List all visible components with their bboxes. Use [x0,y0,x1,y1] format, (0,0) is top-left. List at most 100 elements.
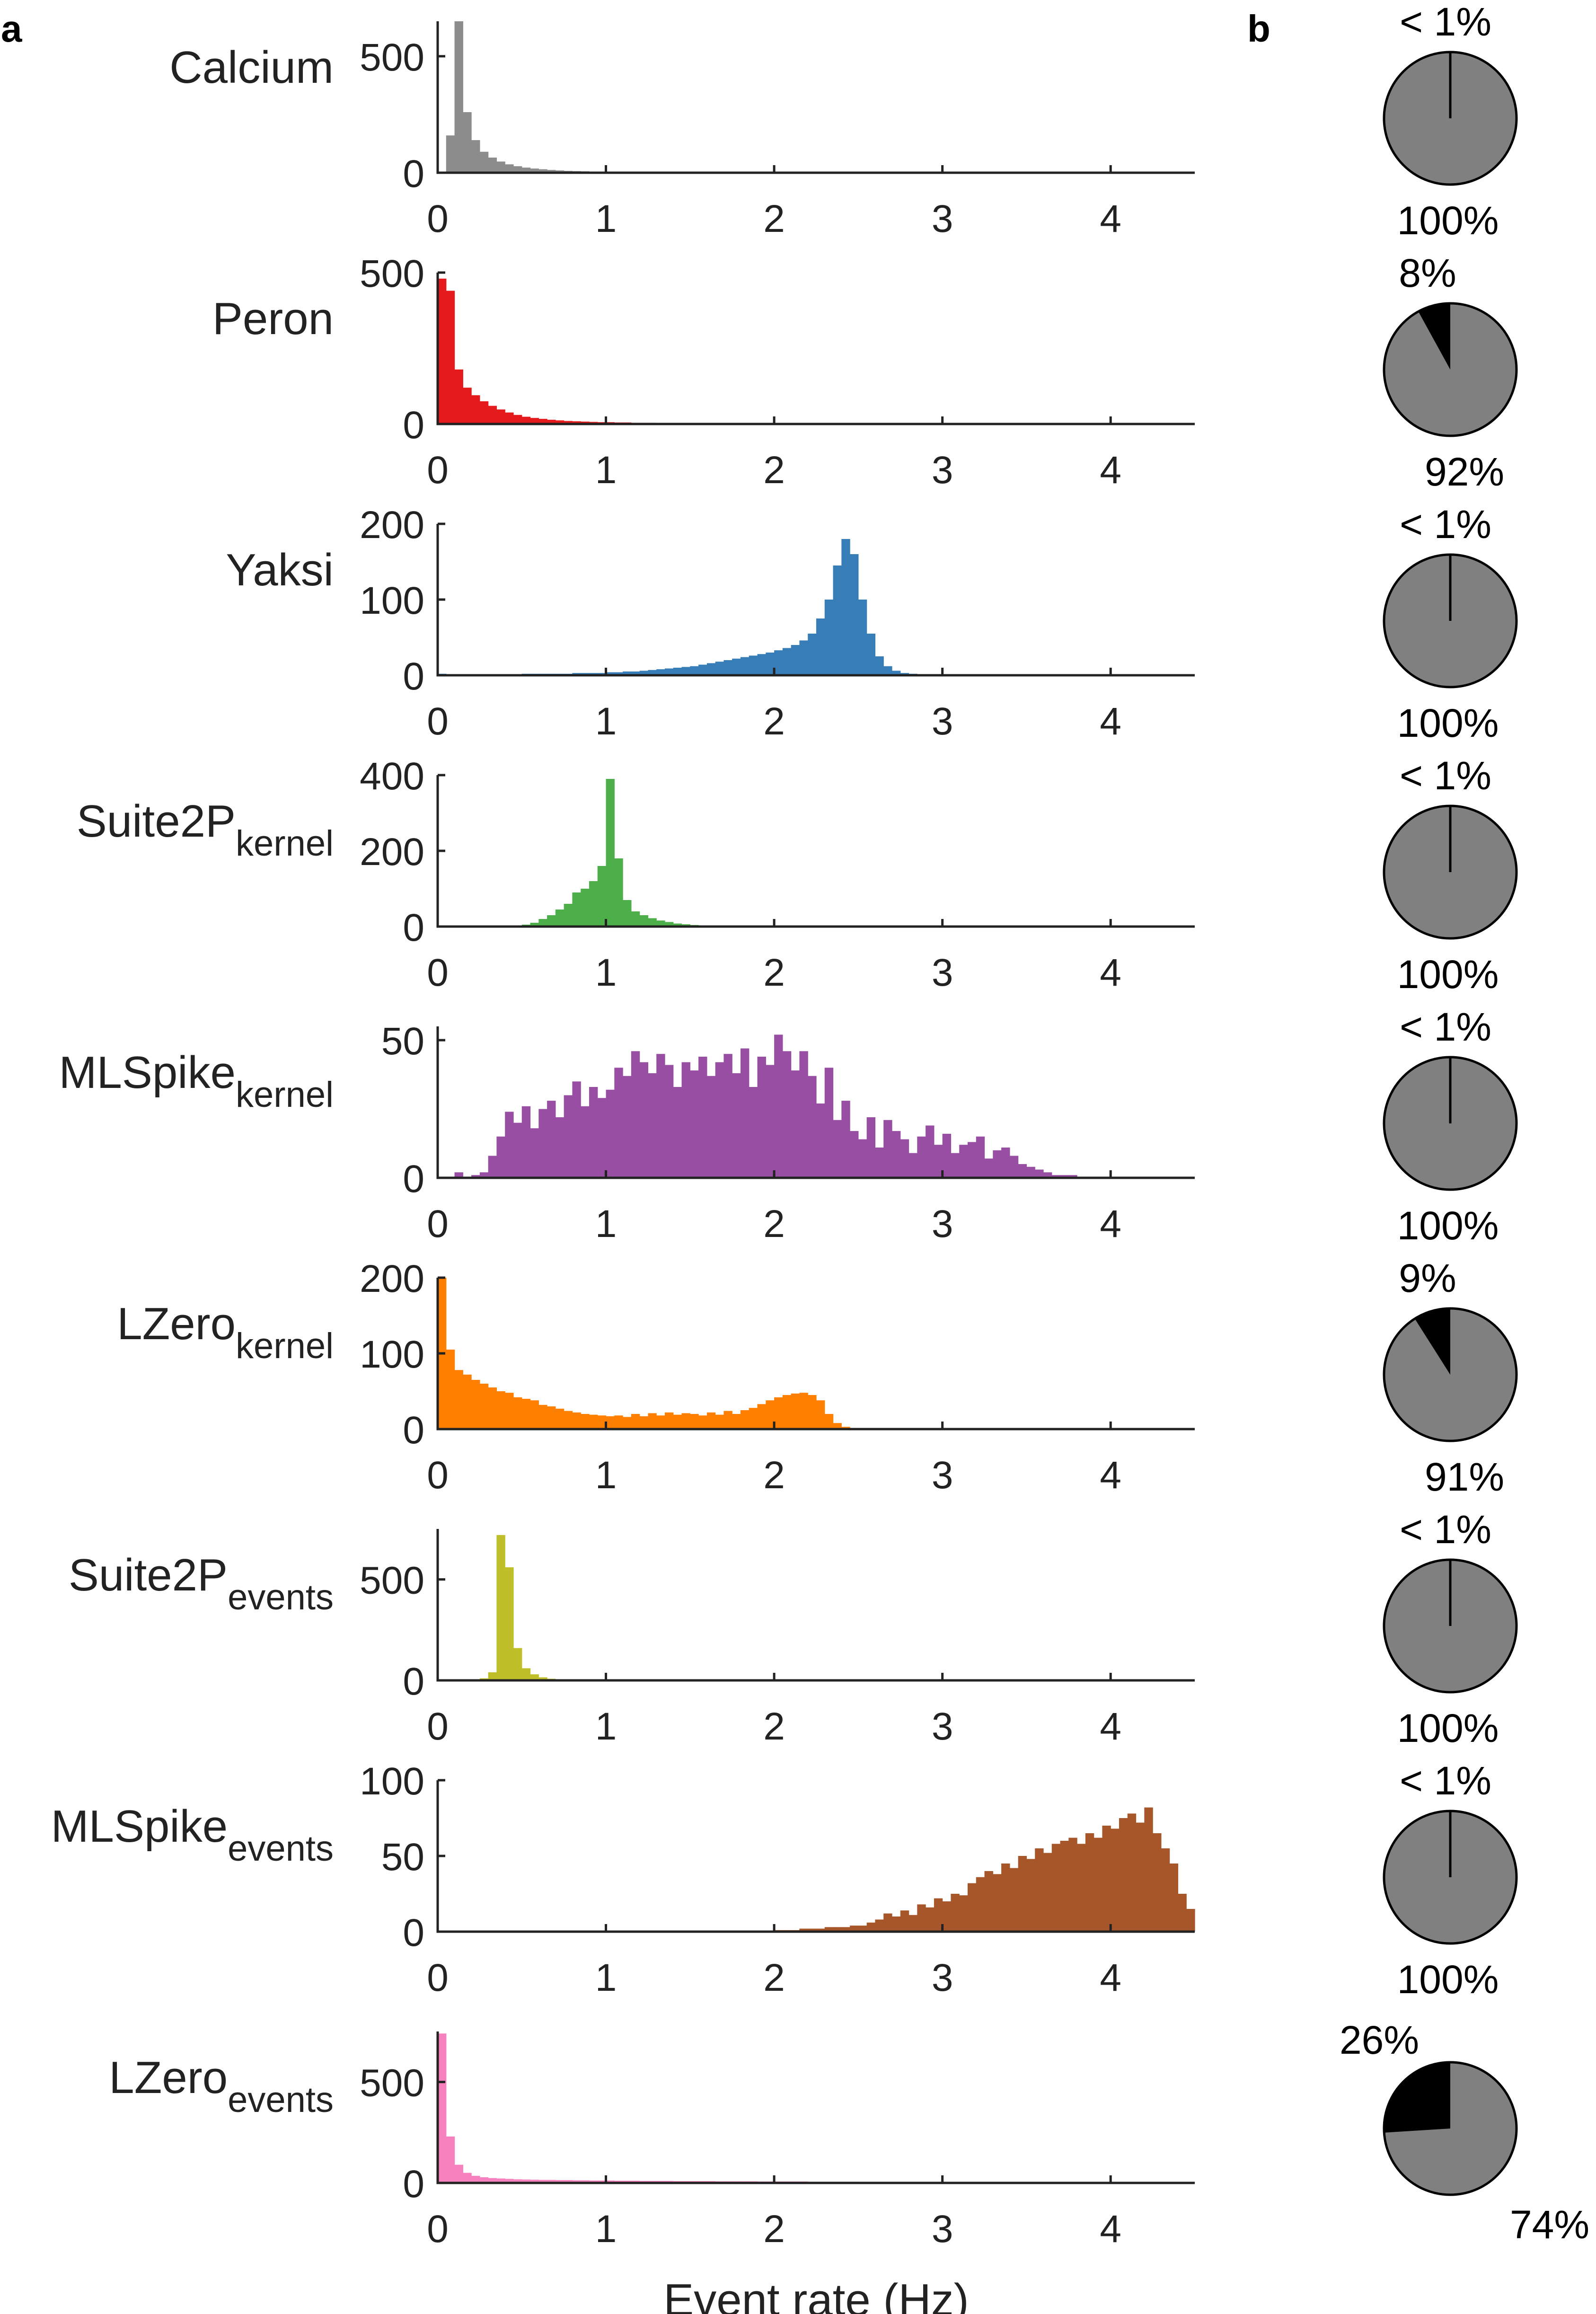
bar [564,421,573,424]
bar [833,1423,842,1429]
bar [446,135,455,173]
bar [732,1414,741,1429]
x-tick-label: 2 [763,2208,785,2251]
bar [513,1648,522,1680]
row-label: Yaksi [226,545,334,595]
bar [505,2179,514,2183]
bar [656,920,665,927]
row-label-main: Peron [212,293,334,344]
bar [850,1925,859,1932]
pie-label-fraction: < 1% [1400,753,1491,798]
bar [951,1153,960,1178]
x-tick-label: 0 [427,449,449,492]
x-tick-label: 3 [932,2208,953,2251]
histogram-3: 0 1 2 3 4 0 100 200 Yaksi [226,503,1195,743]
bar [505,164,514,173]
bar [623,671,632,675]
row-label: Calcium [169,42,334,93]
bar [538,169,547,173]
x-tick-label: 3 [932,951,953,994]
bar [606,1089,615,1178]
bar [496,2178,505,2183]
bar [799,1928,808,1932]
bar [496,1535,505,1680]
bar [1035,1848,1044,1932]
bar [883,666,892,675]
bar [606,1416,615,1429]
bar [1085,1833,1094,1932]
bar [665,1412,674,1429]
x-tick-label: 4 [1100,1705,1121,1748]
histogram-5: 0 1 2 3 4 0 50 MLSpikekernel [59,1020,1195,1245]
x-tick-label: 4 [1100,700,1121,743]
bar [808,1928,817,1932]
bar [488,158,497,173]
y-tick-label: 0 [403,2163,424,2206]
bar [833,1120,842,1178]
bar [614,672,623,675]
x-tick-label: 3 [932,449,953,492]
bar [454,1370,463,1429]
y-tick-label: 500 [360,36,424,79]
bar [564,2180,573,2183]
bar [538,1677,547,1680]
bar [774,1034,783,1178]
bar [1060,1841,1069,1932]
bar [984,1871,993,1932]
bar [648,918,657,927]
pie-3: < 1% 100% [1383,502,1518,745]
bar [1093,1837,1103,1932]
bar [597,1415,607,1429]
pie-label-remaining: 100% [1397,1203,1499,1248]
bar [782,648,792,675]
bar [824,1414,834,1429]
y-tick-label: 200 [360,830,424,874]
pie-9: 26% 74% [1340,2018,1589,2247]
bar [488,1672,497,1680]
bar [908,1153,917,1178]
bar [606,2180,615,2183]
bar [572,892,581,927]
bar [606,672,615,675]
row-label-main: MLSpike [59,1047,236,1098]
x-tick-label: 0 [427,951,449,994]
bar [589,881,598,927]
x-tick-label: 1 [595,1454,617,1497]
bar [505,1393,514,1429]
x-tick-label: 3 [932,197,953,240]
pie-outline [1383,1810,1518,1945]
bar [614,1068,623,1178]
pie-outline [1383,553,1518,689]
x-tick-label: 4 [1100,951,1121,994]
bar [521,1668,531,1680]
bar [530,418,539,424]
bar [741,1410,750,1429]
bar [572,2180,581,2183]
bar [959,1145,968,1178]
pie-label-remaining: 91% [1425,1455,1504,1499]
bar [900,1139,909,1178]
bar [900,1910,909,1932]
bar [698,1415,707,1429]
x-tick-label: 0 [427,1454,449,1497]
bar [488,2178,497,2183]
bar [690,1070,699,1178]
pie-2: 8% 92% [1383,251,1518,494]
bar [454,1172,463,1178]
bar [488,406,497,424]
bar [698,664,707,675]
bar [681,1413,690,1429]
bar [723,1411,732,1429]
bar [1035,1169,1044,1178]
pie-slice-fraction [1414,1308,1450,1375]
pie-outline [1383,2061,1518,2196]
bar [1119,1818,1128,1932]
bar [816,1103,825,1178]
bar [976,1136,985,1178]
bar [479,1172,489,1178]
bar [479,1384,489,1429]
bar [505,1567,514,1680]
bar [858,1925,867,1932]
x-tick-label: 1 [595,1202,617,1245]
bar [749,1087,758,1178]
